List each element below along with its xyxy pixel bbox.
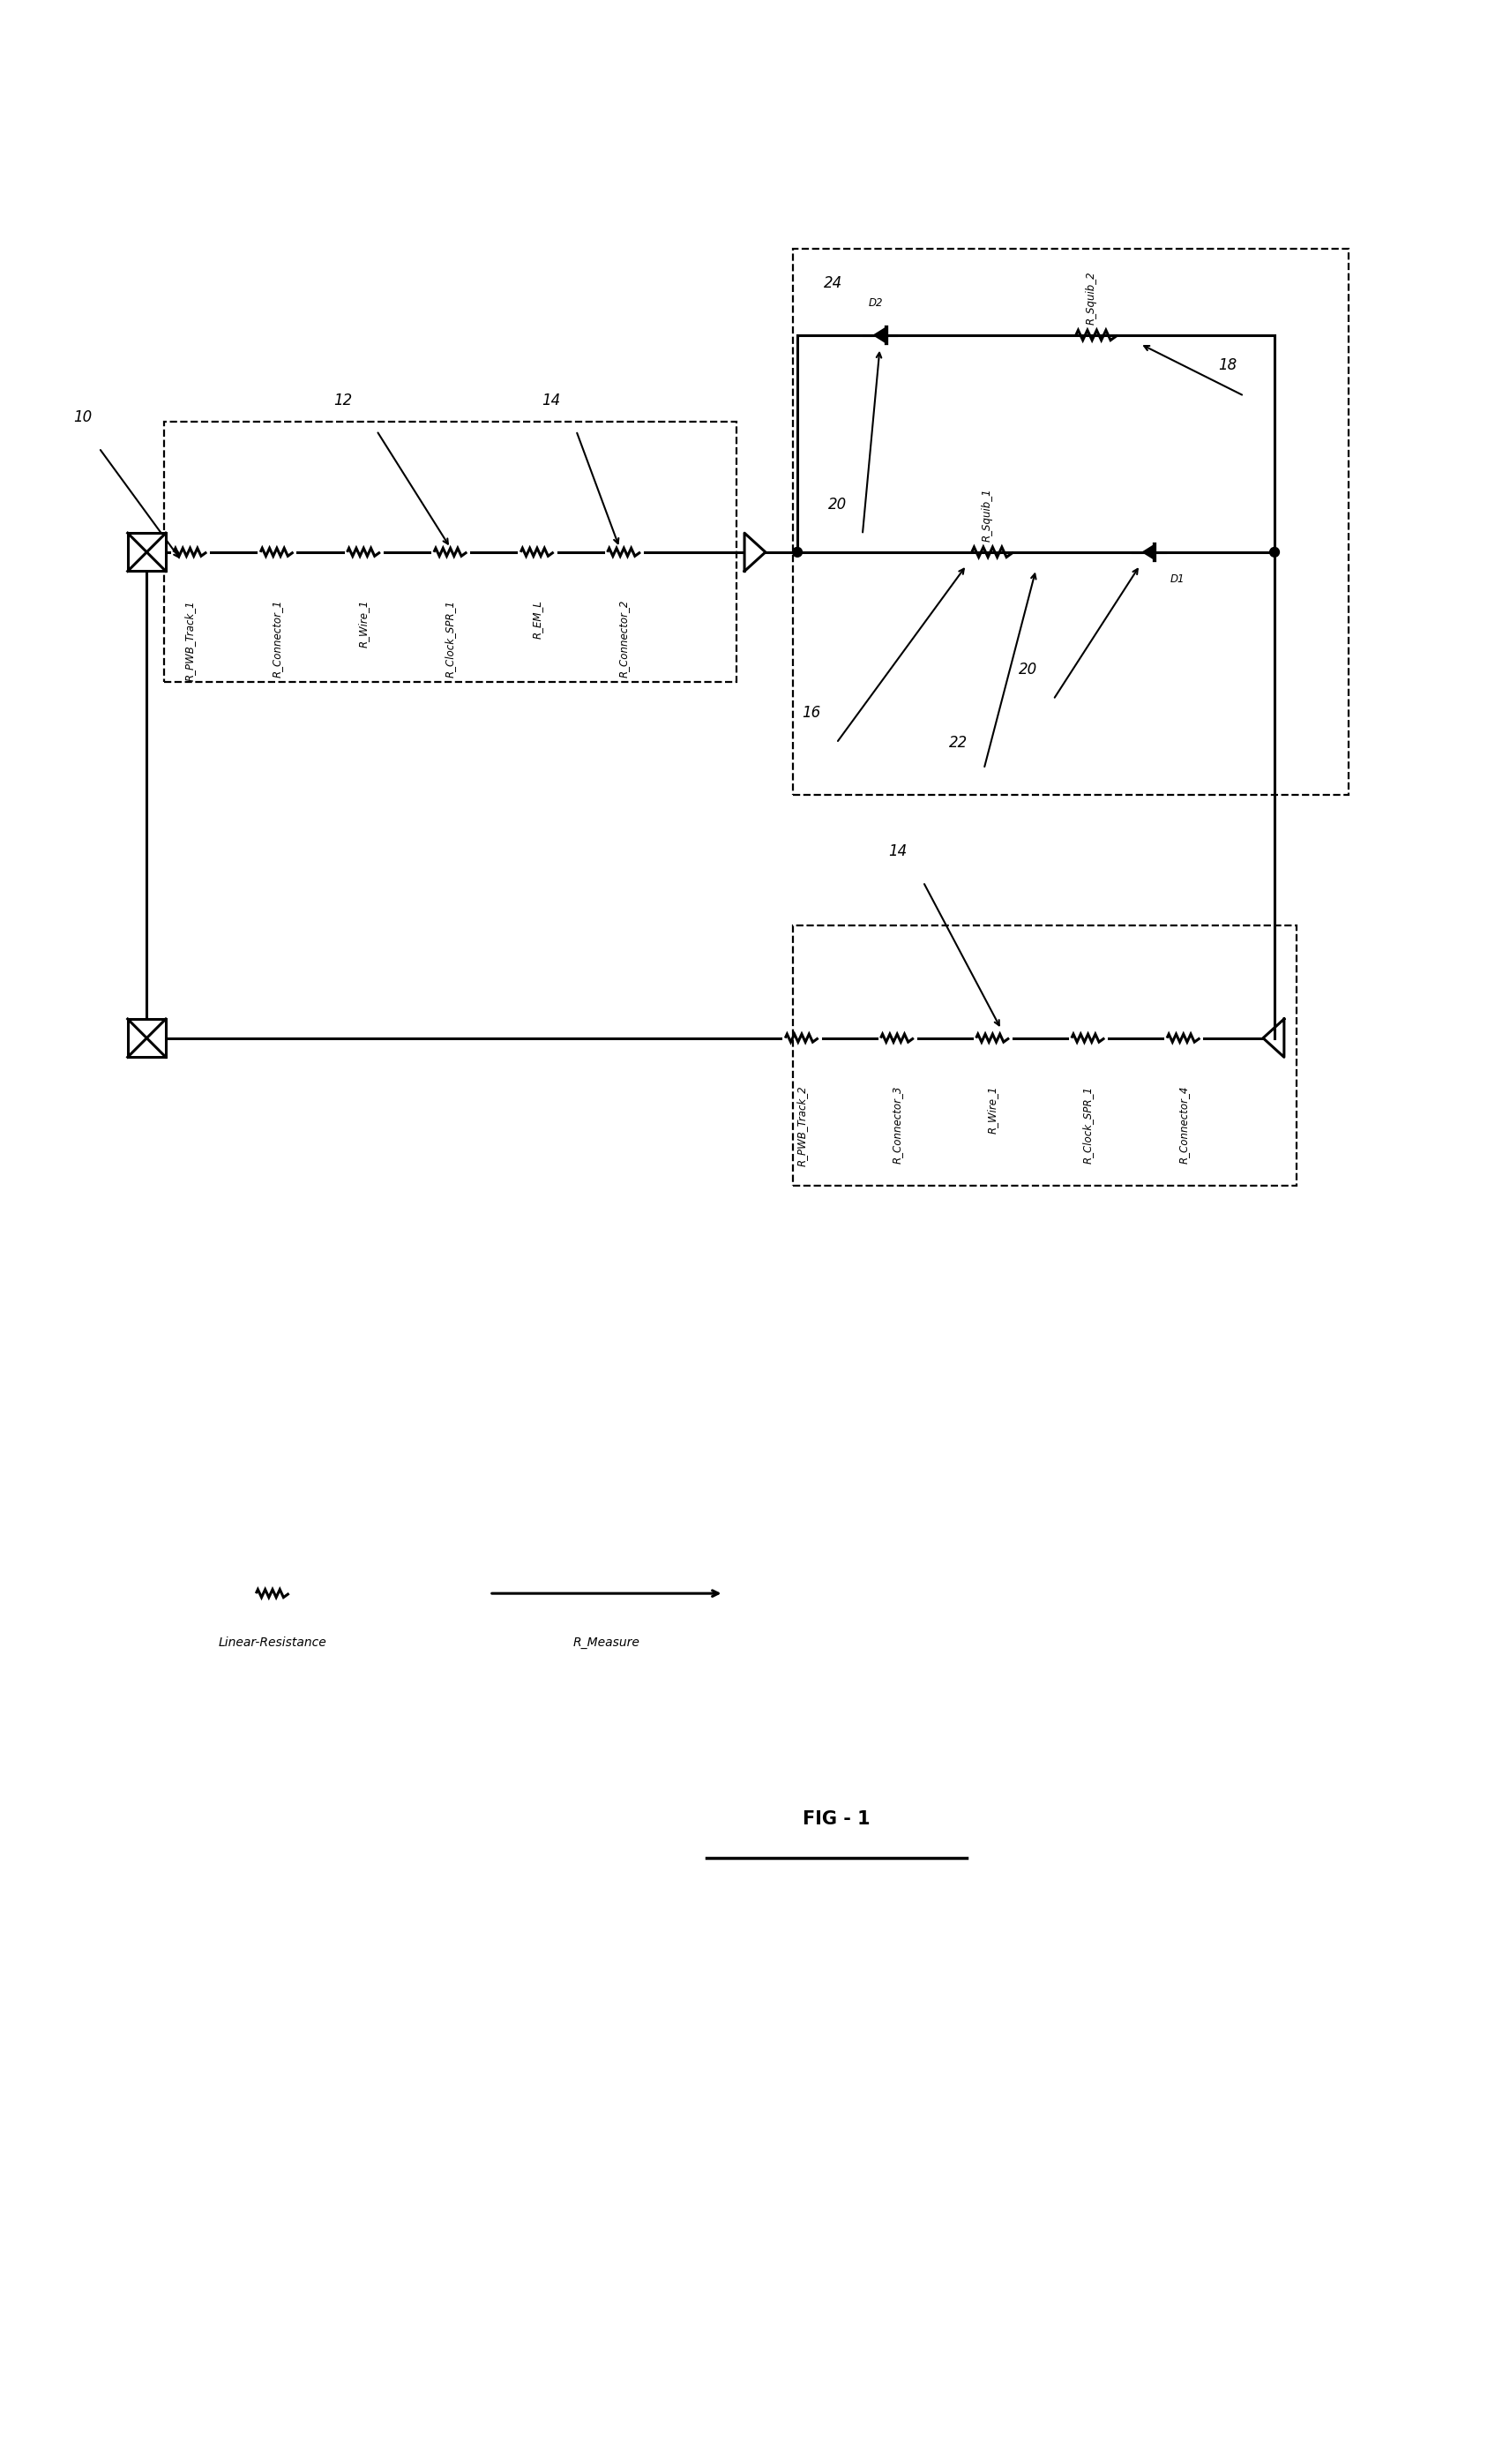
Circle shape xyxy=(792,547,803,557)
Text: R_Wire_1: R_Wire_1 xyxy=(357,599,369,648)
Text: R_Wire_1: R_Wire_1 xyxy=(987,1087,999,1133)
Polygon shape xyxy=(1142,545,1156,559)
Text: R_Connector_4: R_Connector_4 xyxy=(1178,1087,1189,1163)
Text: R_Clock_SPR_1: R_Clock_SPR_1 xyxy=(444,599,456,678)
Text: 14: 14 xyxy=(888,843,907,860)
Text: 20: 20 xyxy=(828,495,846,513)
Text: R_Clock_SPR_1: R_Clock_SPR_1 xyxy=(1082,1087,1094,1163)
Text: R_Connector_3: R_Connector_3 xyxy=(891,1087,903,1163)
Text: 18: 18 xyxy=(1218,357,1236,375)
Bar xyxy=(792,926,1296,1185)
Text: 10: 10 xyxy=(73,409,91,426)
Text: D1: D1 xyxy=(1171,574,1186,586)
Bar xyxy=(127,1020,166,1057)
Text: R_EM_L: R_EM_L xyxy=(531,599,543,638)
Text: Linear-Resistance: Linear-Resistance xyxy=(218,1636,326,1648)
Bar xyxy=(127,532,166,572)
Bar xyxy=(792,249,1348,796)
Text: R_Squib_1: R_Squib_1 xyxy=(981,488,993,542)
Bar xyxy=(164,421,737,683)
Circle shape xyxy=(1269,547,1280,557)
Text: 14: 14 xyxy=(541,392,561,409)
Text: R_Measure: R_Measure xyxy=(573,1636,640,1648)
Text: R_Connector_1: R_Connector_1 xyxy=(271,599,283,678)
Text: D2: D2 xyxy=(869,298,882,308)
Polygon shape xyxy=(873,328,887,342)
Text: 22: 22 xyxy=(949,734,967,752)
Text: R_Connector_2: R_Connector_2 xyxy=(617,599,629,678)
Text: R_Squib_2: R_Squib_2 xyxy=(1085,271,1097,325)
Text: 16: 16 xyxy=(801,705,821,719)
Text: 12: 12 xyxy=(333,392,351,409)
Text: 24: 24 xyxy=(824,276,842,291)
Text: 20: 20 xyxy=(1018,660,1038,678)
Text: R_PWB_Track_2: R_PWB_Track_2 xyxy=(795,1087,807,1165)
Text: FIG - 1: FIG - 1 xyxy=(803,1811,870,1828)
Text: R_PWB_Track_1: R_PWB_Track_1 xyxy=(184,599,196,680)
